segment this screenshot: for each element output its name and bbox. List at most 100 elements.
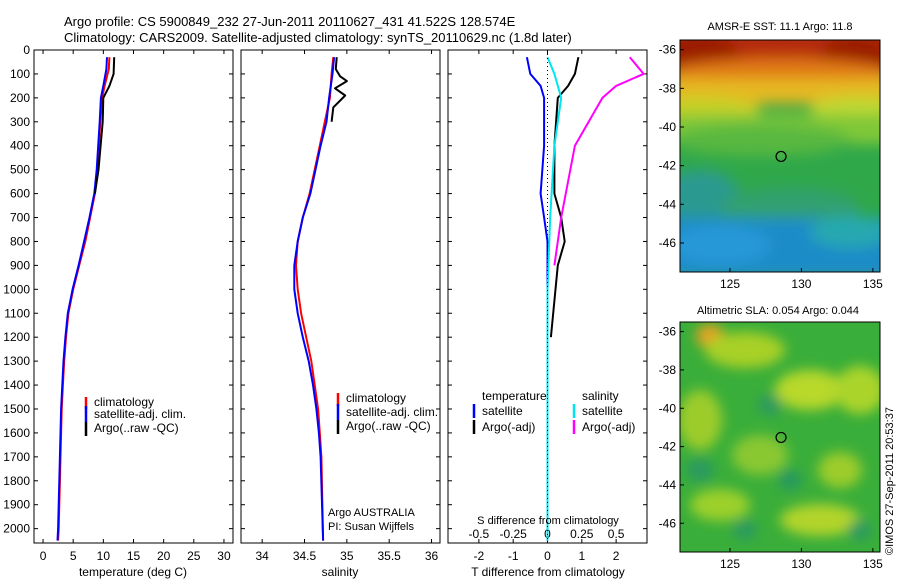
top-tick-label: -0.25 <box>500 527 528 541</box>
series-line <box>295 57 335 541</box>
temperature-axes <box>33 49 234 544</box>
latitude-tick-label: -44 <box>659 197 677 211</box>
figure-title-line2: Climatology: CARS2009. Satellite-adjuste… <box>64 30 572 45</box>
series-line <box>93 57 116 194</box>
longitude-tick-label: 125 <box>720 557 740 571</box>
sst-map-axes: 125 130 135 -36 -38 -40 -42 -44 -46 <box>659 43 884 291</box>
x-tick-label: 5 <box>70 549 77 563</box>
difference-series <box>525 50 645 543</box>
sst-map-title: AMSR-E SST: 11.1 Argo: 11.8 <box>707 21 852 33</box>
legend-label-argo: Argo(..raw -QC) <box>346 419 431 433</box>
sst-argo-location-marker <box>775 150 787 163</box>
legend-group-temperature: temperature <box>482 389 547 403</box>
latitude-tick-label: -40 <box>659 401 677 415</box>
depth-tick-label: 800 <box>10 234 30 248</box>
salinity-axes <box>240 49 441 544</box>
salinity-difference-label: S difference from climatology <box>477 515 619 527</box>
legend-label-satellite: satellite-adj. clim. <box>94 407 186 421</box>
legend-label-satellite: satellite-adj. clim. <box>346 405 438 419</box>
figure-title-line1: Argo profile: CS 5900849_232 27-Jun-2011… <box>64 14 516 29</box>
depth-tick-label: 2000 <box>3 522 30 536</box>
temperature-series <box>56 57 116 541</box>
difference-xlabel: T difference from climatology <box>471 565 625 579</box>
depth-tick-label: 1900 <box>3 498 30 512</box>
longitude-tick-label: 135 <box>863 557 883 571</box>
sla-heatmap <box>680 322 880 552</box>
series-line <box>293 57 336 541</box>
sla-map-axes: 125 130 135 -36 -38 -40 -42 -44 -46 <box>659 325 884 571</box>
salinity-series <box>293 57 348 541</box>
depth-tick-label: 0 <box>23 43 30 57</box>
depth-tick-label: 1200 <box>3 330 30 344</box>
salinity-x-axis: 34 34.5 35 35.5 36 <box>255 50 439 563</box>
pi-label: PI: Susan Wijffels <box>328 521 414 533</box>
depth-tick-label: 400 <box>10 139 30 153</box>
latitude-tick-label: -38 <box>659 363 677 377</box>
salinity-difference-top-axis: -0.5-0.2500.250.5 <box>469 527 625 541</box>
latitude-tick-label: -36 <box>659 325 677 339</box>
series-line <box>546 56 563 541</box>
depth-tick-label: 1300 <box>3 354 30 368</box>
salinity-xlabel: salinity <box>322 565 359 579</box>
depth-axis: 0 100 200 300 400 500 600 700 800 900 1000 1100 1200… <box>3 43 233 536</box>
depth-tick-label: 900 <box>10 258 30 272</box>
longitude-tick-label: 130 <box>791 277 811 291</box>
x-tick-label: -1 <box>508 549 519 563</box>
depth-tick-label: 700 <box>10 211 30 225</box>
legend-label-temp-satellite: satellite <box>482 404 523 418</box>
legend-label-sal-satellite: satellite <box>582 404 623 418</box>
latitude-tick-label: -46 <box>659 236 677 250</box>
depth-tick-label: 1700 <box>3 450 30 464</box>
depth-tick-label: 500 <box>10 163 30 177</box>
depth-tick-label: 1100 <box>4 306 30 320</box>
x-tick-label: -2 <box>474 549 485 563</box>
x-tick-label: 35.5 <box>378 549 402 563</box>
sla-map-panel: Altimetric SLA: 0.054 Argo: 0.044 <box>659 305 884 571</box>
x-tick-label: 1 <box>578 549 585 563</box>
argo-program-label: Argo AUSTRALIA <box>328 507 415 519</box>
x-tick-label: 36 <box>425 549 439 563</box>
top-tick-label: 0.5 <box>608 527 625 541</box>
latitude-tick-label: -38 <box>659 81 677 95</box>
x-tick-label: 20 <box>157 549 171 563</box>
x-tick-label: 0 <box>40 549 47 563</box>
depth-tick-label: 1800 <box>3 474 30 488</box>
top-tick-label: 0.25 <box>570 527 594 541</box>
salinity-legend: climatology satellite-adj. clim. Argo(..… <box>336 391 438 434</box>
temperature-xlabel: temperature (deg C) <box>79 565 187 579</box>
depth-tick-label: 1500 <box>3 402 30 416</box>
sst-map-frame <box>679 39 881 273</box>
series-line <box>56 57 108 541</box>
latitude-tick-label: -46 <box>659 516 677 530</box>
temperature-panel: 0100200300400500600700800900100011001200… <box>3 43 234 579</box>
difference-y-ticks <box>448 49 647 530</box>
legend-label-sal-argo: Argo(-adj) <box>582 420 635 434</box>
longitude-tick-label: 130 <box>791 557 811 571</box>
depth-tick-label: 1600 <box>3 426 30 440</box>
temperature-x-axis: 0 5 10 15 20 25 30 <box>40 50 231 563</box>
depth-tick-label: 1000 <box>3 282 30 296</box>
sst-map-panel: AMSR-E SST: 11.1 Argo: 11.8 125 13 <box>659 21 884 291</box>
top-tick-label: -0.5 <box>469 527 490 541</box>
x-tick-label: 10 <box>97 549 111 563</box>
difference-legend: temperature satellite Argo(-adj) salinit… <box>472 389 635 434</box>
sla-argo-location-marker <box>775 431 787 444</box>
depth-tick-label: 600 <box>10 187 30 201</box>
latitude-tick-label: -40 <box>659 120 677 134</box>
longitude-tick-label: 135 <box>863 277 883 291</box>
salinity-panel: 34 34.5 35 35.5 36 salinity climatology sate… <box>240 49 441 579</box>
x-tick-label: 34.5 <box>293 549 317 563</box>
x-tick-label: 2 <box>613 549 620 563</box>
longitude-tick-label: 125 <box>720 277 740 291</box>
x-tick-label: 0 <box>544 549 551 563</box>
series-line <box>553 56 645 266</box>
difference-panel: -2 -1 0 1 2 -0.5 -0.25 0 0.25 0.5 T difference f… <box>447 49 648 579</box>
x-tick-label: 25 <box>187 549 201 563</box>
sla-map-frame <box>679 321 881 553</box>
temperature-legend: climatology satellite-adj. clim. Argo(..… <box>84 395 186 436</box>
latitude-tick-label: -42 <box>659 440 677 454</box>
series-line <box>330 57 348 122</box>
x-tick-label: 30 <box>217 549 231 563</box>
latitude-tick-label: -42 <box>659 159 677 173</box>
